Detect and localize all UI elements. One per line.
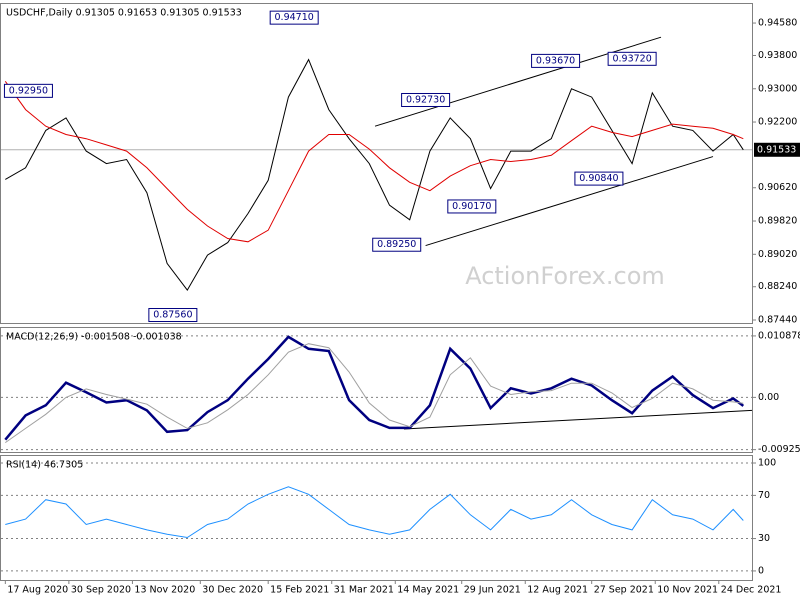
annotation-box — [607, 51, 657, 66]
x-tick-label: 12 Aug 2021 — [527, 585, 588, 596]
y-tick-label: 0.89020 — [758, 249, 797, 260]
annotation-box — [269, 10, 319, 25]
y-tick-label: 0.94580 — [758, 18, 797, 29]
series-line — [5, 486, 744, 539]
y-tick-label: 0.89820 — [758, 216, 797, 227]
x-tick-label: 27 Sep 2021 — [594, 585, 654, 596]
macd-panel — [0, 327, 753, 453]
trendline — [403, 409, 753, 430]
x-tick-label: 15 Feb 2021 — [270, 585, 329, 596]
x-tick-label: 30 Sep 2020 — [71, 585, 131, 596]
panel-title: USDCHF,Daily 0.91305 0.91653 0.91305 0.9… — [6, 8, 242, 19]
trendline — [425, 156, 714, 247]
y-tick-label: 0.90620 — [758, 182, 797, 193]
y-tick-label: 30 — [758, 533, 770, 544]
annotation-label: 0.94710 — [275, 12, 314, 23]
y-tick-label: 0.87440 — [758, 315, 797, 326]
series-line — [4, 335, 745, 441]
y-tick-label: 0.93000 — [758, 83, 797, 94]
x-tick-label: 24 Dec 2021 — [721, 585, 782, 596]
x-tick-label: 31 Mar 2021 — [334, 585, 394, 596]
y-tick-label: -0.00925 — [758, 444, 800, 455]
series-line — [4, 81, 744, 243]
y-tick-label: 0.92200 — [758, 117, 797, 128]
annotation-box — [3, 83, 53, 98]
annotation-label: 0.90170 — [452, 201, 491, 212]
annotation-box — [401, 92, 451, 107]
watermark: ActionForex.com — [465, 262, 665, 290]
annotation-box — [148, 308, 198, 323]
annotation-label: 0.92950 — [9, 85, 48, 96]
x-tick-label: 13 Nov 2020 — [134, 585, 195, 596]
annotation-label: 0.90840 — [579, 173, 618, 184]
annotation-label: 0.93670 — [536, 55, 575, 66]
y-tick-label: 0.88240 — [758, 281, 797, 292]
annotation-label: 0.87560 — [153, 310, 192, 321]
last-price-box — [754, 142, 800, 157]
y-tick-label: 100 — [758, 458, 776, 469]
panel-title: RSI(14) 46.7305 — [6, 460, 83, 471]
x-tick-label: 10 Nov 2021 — [657, 585, 718, 596]
rsi-panel — [0, 455, 753, 581]
annotation-label: 0.93720 — [612, 53, 651, 64]
annotation-box — [372, 237, 422, 252]
y-tick-label: 0.00 — [758, 392, 779, 403]
x-tick-label: 29 Jun 2021 — [464, 585, 521, 596]
y-tick-label: 0.010878 — [758, 330, 800, 341]
annotation-box — [531, 53, 581, 68]
annotation-label: 0.89250 — [377, 239, 416, 250]
y-tick-label: 0.93800 — [758, 50, 797, 61]
panel-title: MACD(12,26,9) -0.001508 -0.001038 — [6, 332, 182, 343]
annotation-box — [574, 171, 624, 186]
annotation-label: 0.92730 — [406, 94, 445, 105]
x-tick-label: 14 May 2021 — [397, 585, 459, 596]
series-line — [5, 343, 744, 444]
y-tick-label: 0 — [758, 565, 764, 576]
x-tick-label: 17 Aug 2020 — [7, 585, 68, 596]
annotation-box — [447, 199, 497, 214]
last-price-label: 0.91533 — [757, 144, 796, 155]
y-tick-label: 70 — [758, 490, 770, 501]
x-tick-label: 30 Dec 2020 — [202, 585, 263, 596]
series-line — [5, 58, 744, 292]
